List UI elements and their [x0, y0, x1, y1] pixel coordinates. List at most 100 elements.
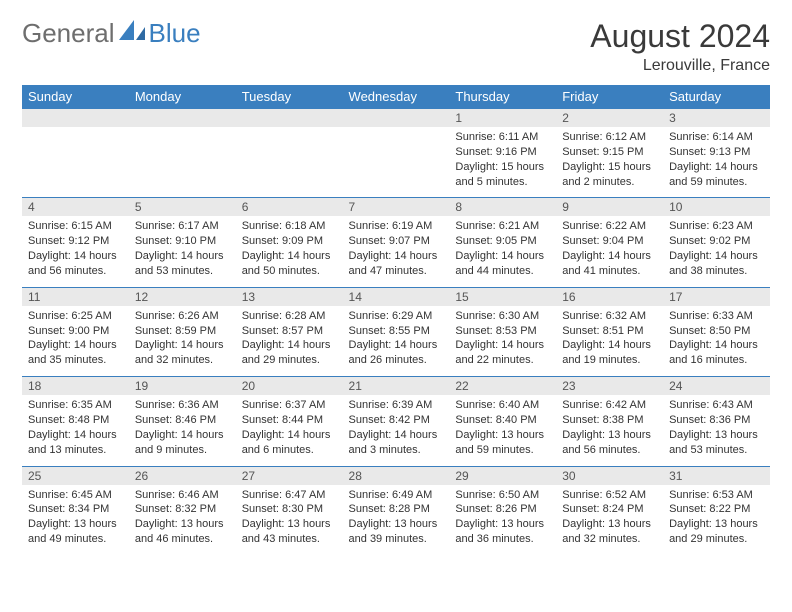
sunrise-text: Sunrise: 6:40 AM — [455, 398, 550, 413]
sunrise-text: Sunrise: 6:25 AM — [28, 309, 123, 324]
daylight1-text: Daylight: 13 hours — [562, 517, 657, 532]
day-detail-cell: Sunrise: 6:23 AMSunset: 9:02 PMDaylight:… — [663, 216, 770, 287]
daylight1-text: Daylight: 14 hours — [669, 249, 764, 264]
day-number-cell: 24 — [663, 377, 770, 396]
daylight1-text: Daylight: 14 hours — [562, 338, 657, 353]
sunset-text: Sunset: 9:07 PM — [349, 234, 444, 249]
brand-part2: Blue — [149, 18, 201, 49]
daylight2-text: and 41 minutes. — [562, 264, 657, 279]
sunrise-text: Sunrise: 6:28 AM — [242, 309, 337, 324]
brand-logo: General Blue — [22, 18, 201, 49]
daylight1-text: Daylight: 14 hours — [135, 338, 230, 353]
location-label: Lerouville, France — [590, 57, 770, 75]
day-detail-cell: Sunrise: 6:19 AMSunset: 9:07 PMDaylight:… — [343, 216, 450, 287]
sunset-text: Sunset: 9:02 PM — [669, 234, 764, 249]
day-detail-cell: Sunrise: 6:47 AMSunset: 8:30 PMDaylight:… — [236, 485, 343, 555]
daylight2-text: and 9 minutes. — [135, 443, 230, 458]
day-detail-cell: Sunrise: 6:50 AMSunset: 8:26 PMDaylight:… — [449, 485, 556, 555]
sunrise-text: Sunrise: 6:21 AM — [455, 219, 550, 234]
sunrise-text: Sunrise: 6:17 AM — [135, 219, 230, 234]
day-detail-cell: Sunrise: 6:43 AMSunset: 8:36 PMDaylight:… — [663, 395, 770, 466]
day-number-cell: 10 — [663, 198, 770, 217]
sunrise-text: Sunrise: 6:15 AM — [28, 219, 123, 234]
detail-row: Sunrise: 6:15 AMSunset: 9:12 PMDaylight:… — [22, 216, 770, 287]
sunrise-text: Sunrise: 6:22 AM — [562, 219, 657, 234]
day-detail-cell: Sunrise: 6:22 AMSunset: 9:04 PMDaylight:… — [556, 216, 663, 287]
daylight1-text: Daylight: 14 hours — [349, 249, 444, 264]
day-detail-cell: Sunrise: 6:46 AMSunset: 8:32 PMDaylight:… — [129, 485, 236, 555]
sunrise-text: Sunrise: 6:23 AM — [669, 219, 764, 234]
day-detail-cell: Sunrise: 6:21 AMSunset: 9:05 PMDaylight:… — [449, 216, 556, 287]
daylight1-text: Daylight: 14 hours — [562, 249, 657, 264]
daylight2-text: and 56 minutes. — [562, 443, 657, 458]
daylight2-text: and 36 minutes. — [455, 532, 550, 547]
daylight1-text: Daylight: 14 hours — [455, 249, 550, 264]
daylight2-text: and 59 minutes. — [669, 175, 764, 190]
day-number-cell: 8 — [449, 198, 556, 217]
sunrise-text: Sunrise: 6:53 AM — [669, 488, 764, 503]
day-number-cell: 23 — [556, 377, 663, 396]
day-detail-cell: Sunrise: 6:36 AMSunset: 8:46 PMDaylight:… — [129, 395, 236, 466]
daylight2-text: and 43 minutes. — [242, 532, 337, 547]
daylight2-text: and 32 minutes. — [135, 353, 230, 368]
daylight2-text: and 26 minutes. — [349, 353, 444, 368]
weekday-header-row: Sunday Monday Tuesday Wednesday Thursday… — [22, 85, 770, 109]
daylight1-text: Daylight: 13 hours — [669, 428, 764, 443]
sunset-text: Sunset: 8:51 PM — [562, 324, 657, 339]
sunset-text: Sunset: 8:38 PM — [562, 413, 657, 428]
day-detail-cell: Sunrise: 6:28 AMSunset: 8:57 PMDaylight:… — [236, 306, 343, 377]
sunrise-text: Sunrise: 6:45 AM — [28, 488, 123, 503]
day-detail-cell: Sunrise: 6:18 AMSunset: 9:09 PMDaylight:… — [236, 216, 343, 287]
detail-row: Sunrise: 6:45 AMSunset: 8:34 PM Daylight:… — [22, 485, 770, 555]
daylight2-text: and 29 minutes. — [242, 353, 337, 368]
brand-sail-icon — [119, 20, 145, 40]
daylight1-text: Daylight: 14 hours — [349, 338, 444, 353]
daylight1-text: Daylight: 14 hours — [669, 160, 764, 175]
daylight2-text: and 5 minutes. — [455, 175, 550, 190]
daynum-row: 11121314151617 — [22, 287, 770, 306]
sunset-text: Sunset: 8:59 PM — [135, 324, 230, 339]
day-number-cell: 29 — [449, 466, 556, 485]
daylight2-text: and 13 minutes. — [28, 443, 123, 458]
day-number-cell: 3 — [663, 109, 770, 128]
sunrise-text: Sunrise: 6:39 AM — [349, 398, 444, 413]
daylight1-text: Daylight: 15 hours — [455, 160, 550, 175]
detail-row: Sunrise: 6:35 AMSunset: 8:48 PMDaylight:… — [22, 395, 770, 466]
daylight2-text: and 16 minutes. — [669, 353, 764, 368]
sunrise-text: Sunrise: 6:36 AM — [135, 398, 230, 413]
daylight2-text: and 47 minutes. — [349, 264, 444, 279]
daylight2-text: and 39 minutes. — [349, 532, 444, 547]
sunrise-text: Sunrise: 6:12 AM — [562, 130, 657, 145]
day-detail-cell: Sunrise: 6:26 AMSunset: 8:59 PMDaylight:… — [129, 306, 236, 377]
sunset-text: Sunset: 9:00 PM — [28, 324, 123, 339]
daylight1-text: Daylight: 14 hours — [242, 428, 337, 443]
day-number-cell: 15 — [449, 287, 556, 306]
daylight2-text: and 53 minutes. — [669, 443, 764, 458]
sunrise-text: Sunrise: 6:43 AM — [669, 398, 764, 413]
day-detail-cell: Sunrise: 6:35 AMSunset: 8:48 PMDaylight:… — [22, 395, 129, 466]
weekday-header: Wednesday — [343, 85, 450, 109]
sunrise-text: Sunrise: 6:46 AM — [135, 488, 230, 503]
weekday-header: Monday — [129, 85, 236, 109]
day-detail-cell: Sunrise: 6:15 AMSunset: 9:12 PMDaylight:… — [22, 216, 129, 287]
calendar-table: Sunday Monday Tuesday Wednesday Thursday… — [22, 85, 770, 555]
day-number-cell: 6 — [236, 198, 343, 217]
daylight1-text: Daylight: 14 hours — [349, 428, 444, 443]
day-number-cell: 1 — [449, 109, 556, 128]
day-number-cell: 5 — [129, 198, 236, 217]
day-number-cell: 12 — [129, 287, 236, 306]
day-detail-cell: Sunrise: 6:17 AMSunset: 9:10 PMDaylight:… — [129, 216, 236, 287]
sunset-text: Sunset: 8:48 PM — [28, 413, 123, 428]
daynum-row: 25262728293031 — [22, 466, 770, 485]
day-number-cell: 14 — [343, 287, 450, 306]
month-title: August 2024 — [590, 18, 770, 55]
sunset-text: Sunset: 9:05 PM — [455, 234, 550, 249]
daynum-row: 18192021222324 — [22, 377, 770, 396]
day-number-cell: 18 — [22, 377, 129, 396]
daylight1-text: Daylight: 14 hours — [455, 338, 550, 353]
sunset-text: Sunset: 8:34 PM — [28, 502, 123, 517]
sunset-text: Sunset: 8:40 PM — [455, 413, 550, 428]
day-detail-cell: Sunrise: 6:32 AMSunset: 8:51 PMDaylight:… — [556, 306, 663, 377]
weekday-header: Saturday — [663, 85, 770, 109]
sunrise-text: Sunrise: 6:32 AM — [562, 309, 657, 324]
